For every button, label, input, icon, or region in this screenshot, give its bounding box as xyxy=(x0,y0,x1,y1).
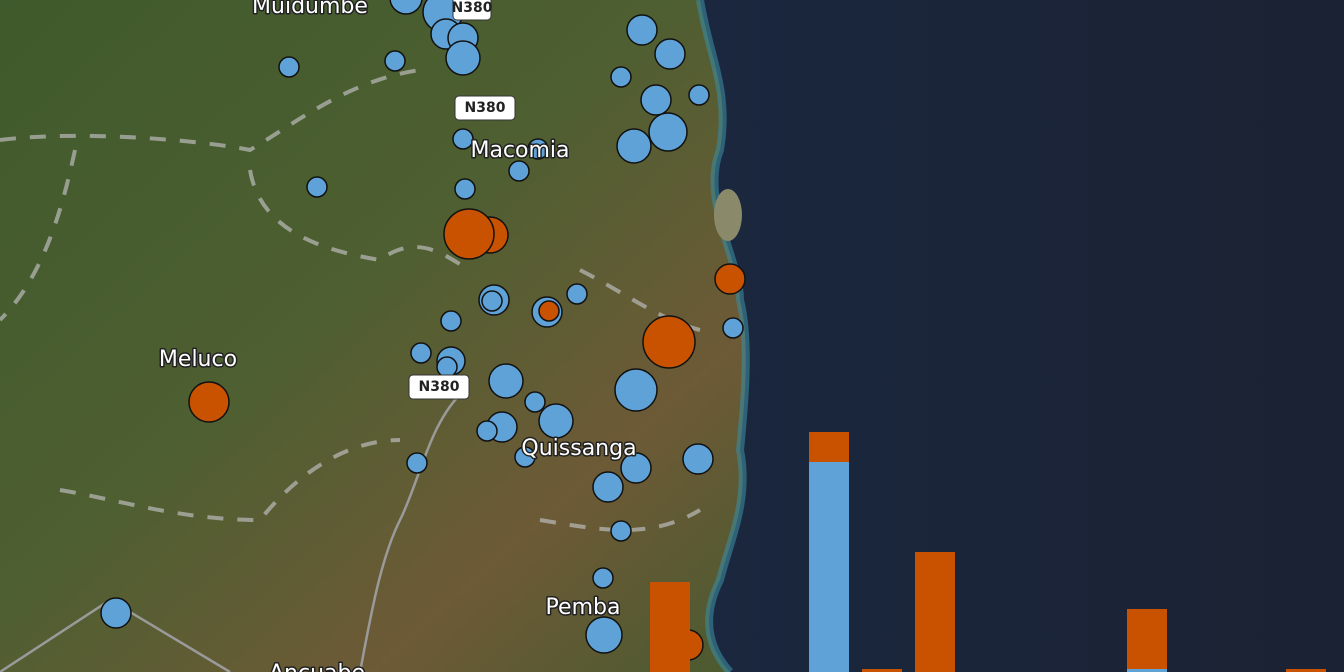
marker xyxy=(410,342,432,364)
marker xyxy=(436,356,458,378)
marker xyxy=(445,40,481,76)
marker xyxy=(508,160,530,182)
road-badge xyxy=(452,0,492,21)
bar-segment xyxy=(862,669,902,672)
island xyxy=(714,189,742,241)
bar-segment xyxy=(809,432,849,462)
marker xyxy=(714,263,746,295)
place-label: Ancuabe xyxy=(269,661,365,672)
coastline xyxy=(696,0,750,672)
road-badge xyxy=(408,374,470,400)
marker xyxy=(481,290,503,312)
bar-segment xyxy=(1127,669,1167,672)
bar-segment xyxy=(650,582,690,672)
marker xyxy=(524,391,546,413)
marker xyxy=(278,56,300,78)
marker xyxy=(592,471,624,503)
marker xyxy=(384,50,406,72)
marker xyxy=(306,176,328,198)
marker xyxy=(538,403,574,439)
marker xyxy=(722,317,744,339)
road-badge xyxy=(454,95,516,121)
place-label: Quissanga xyxy=(521,436,636,461)
bar-segment xyxy=(915,552,955,672)
bar-chart xyxy=(650,432,1326,672)
marker xyxy=(585,616,623,654)
marker xyxy=(682,443,714,475)
marker xyxy=(616,128,652,164)
marker xyxy=(454,178,476,200)
marker xyxy=(648,112,688,152)
marker xyxy=(626,14,658,46)
road-labels: N380 N380 N380 xyxy=(408,0,516,400)
marker xyxy=(452,128,474,150)
bar-segment xyxy=(1127,609,1167,669)
marker xyxy=(406,452,428,474)
marker xyxy=(440,310,462,332)
markers xyxy=(100,0,746,661)
marker xyxy=(614,368,658,412)
marker xyxy=(514,446,536,468)
marker xyxy=(592,567,614,589)
place-label: Muidumbe xyxy=(252,0,368,19)
marker xyxy=(654,38,686,70)
marker xyxy=(488,363,524,399)
marker xyxy=(642,315,696,369)
place-label: Macomia xyxy=(470,138,569,163)
marker xyxy=(476,420,498,442)
place-label: Pemba xyxy=(546,595,621,620)
marker xyxy=(389,0,423,15)
bar-segment xyxy=(809,462,849,672)
road-label: N380 xyxy=(465,100,506,116)
marker xyxy=(640,84,672,116)
marker xyxy=(100,597,132,629)
land xyxy=(0,0,746,672)
road-label: N380 xyxy=(452,0,493,16)
marker xyxy=(443,208,495,260)
bar-segment xyxy=(1286,669,1326,672)
marker xyxy=(620,452,652,484)
marker xyxy=(610,66,632,88)
road-label: N380 xyxy=(419,379,460,395)
place-label: Meluco xyxy=(159,347,237,372)
marker xyxy=(538,300,560,322)
marker xyxy=(527,138,549,160)
marker xyxy=(188,381,230,423)
marker xyxy=(688,84,710,106)
marker xyxy=(566,283,588,305)
marker xyxy=(610,520,632,542)
